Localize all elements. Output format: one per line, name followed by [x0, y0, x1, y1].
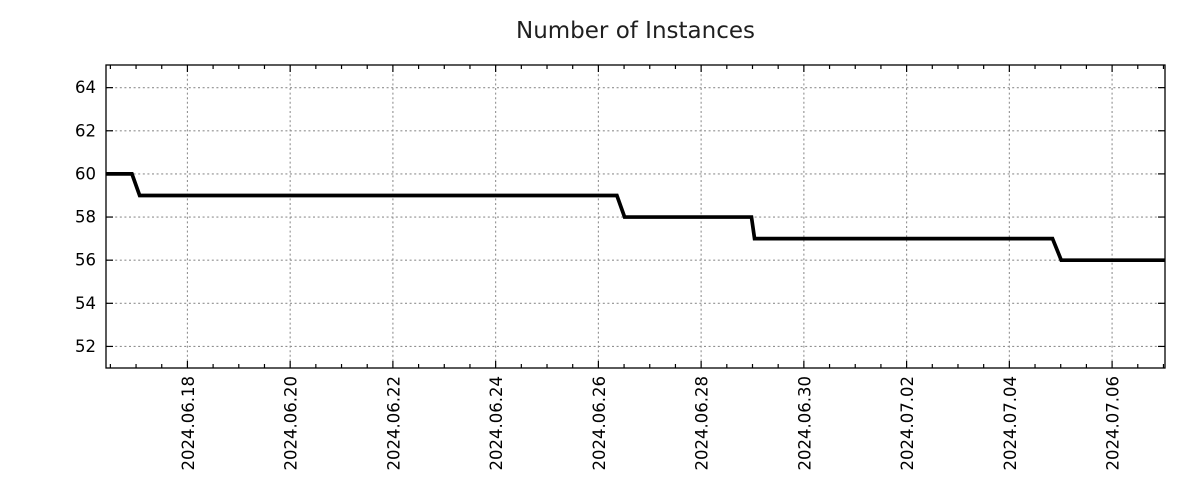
- y-tick-label: 56: [75, 251, 96, 270]
- x-tick-label: 2024.06.18: [179, 376, 198, 470]
- y-tick-label: 64: [75, 78, 96, 97]
- x-tick-label: 2024.06.26: [590, 376, 609, 470]
- x-tick-label: 2024.07.06: [1104, 376, 1123, 470]
- y-tick-label: 54: [75, 294, 96, 313]
- x-tick-label: 2024.06.30: [795, 376, 814, 470]
- series-line-instances: [106, 172, 1165, 263]
- x-tick-label: 2024.06.22: [384, 376, 403, 470]
- y-tick-label: 58: [75, 208, 96, 227]
- y-tick-label: 60: [75, 164, 96, 183]
- x-tick-label: 2024.06.28: [693, 376, 712, 470]
- y-tick-label: 52: [75, 337, 96, 356]
- x-tick-label: 2024.07.02: [898, 376, 917, 470]
- chart-title: Number of Instances: [516, 18, 755, 44]
- y-tick-label: 62: [75, 121, 96, 140]
- x-tick-label: 2024.06.24: [487, 376, 506, 470]
- x-tick-label: 2024.07.04: [1001, 376, 1020, 470]
- x-tick-label: 2024.06.20: [282, 376, 301, 470]
- plot-border: [105, 64, 1166, 369]
